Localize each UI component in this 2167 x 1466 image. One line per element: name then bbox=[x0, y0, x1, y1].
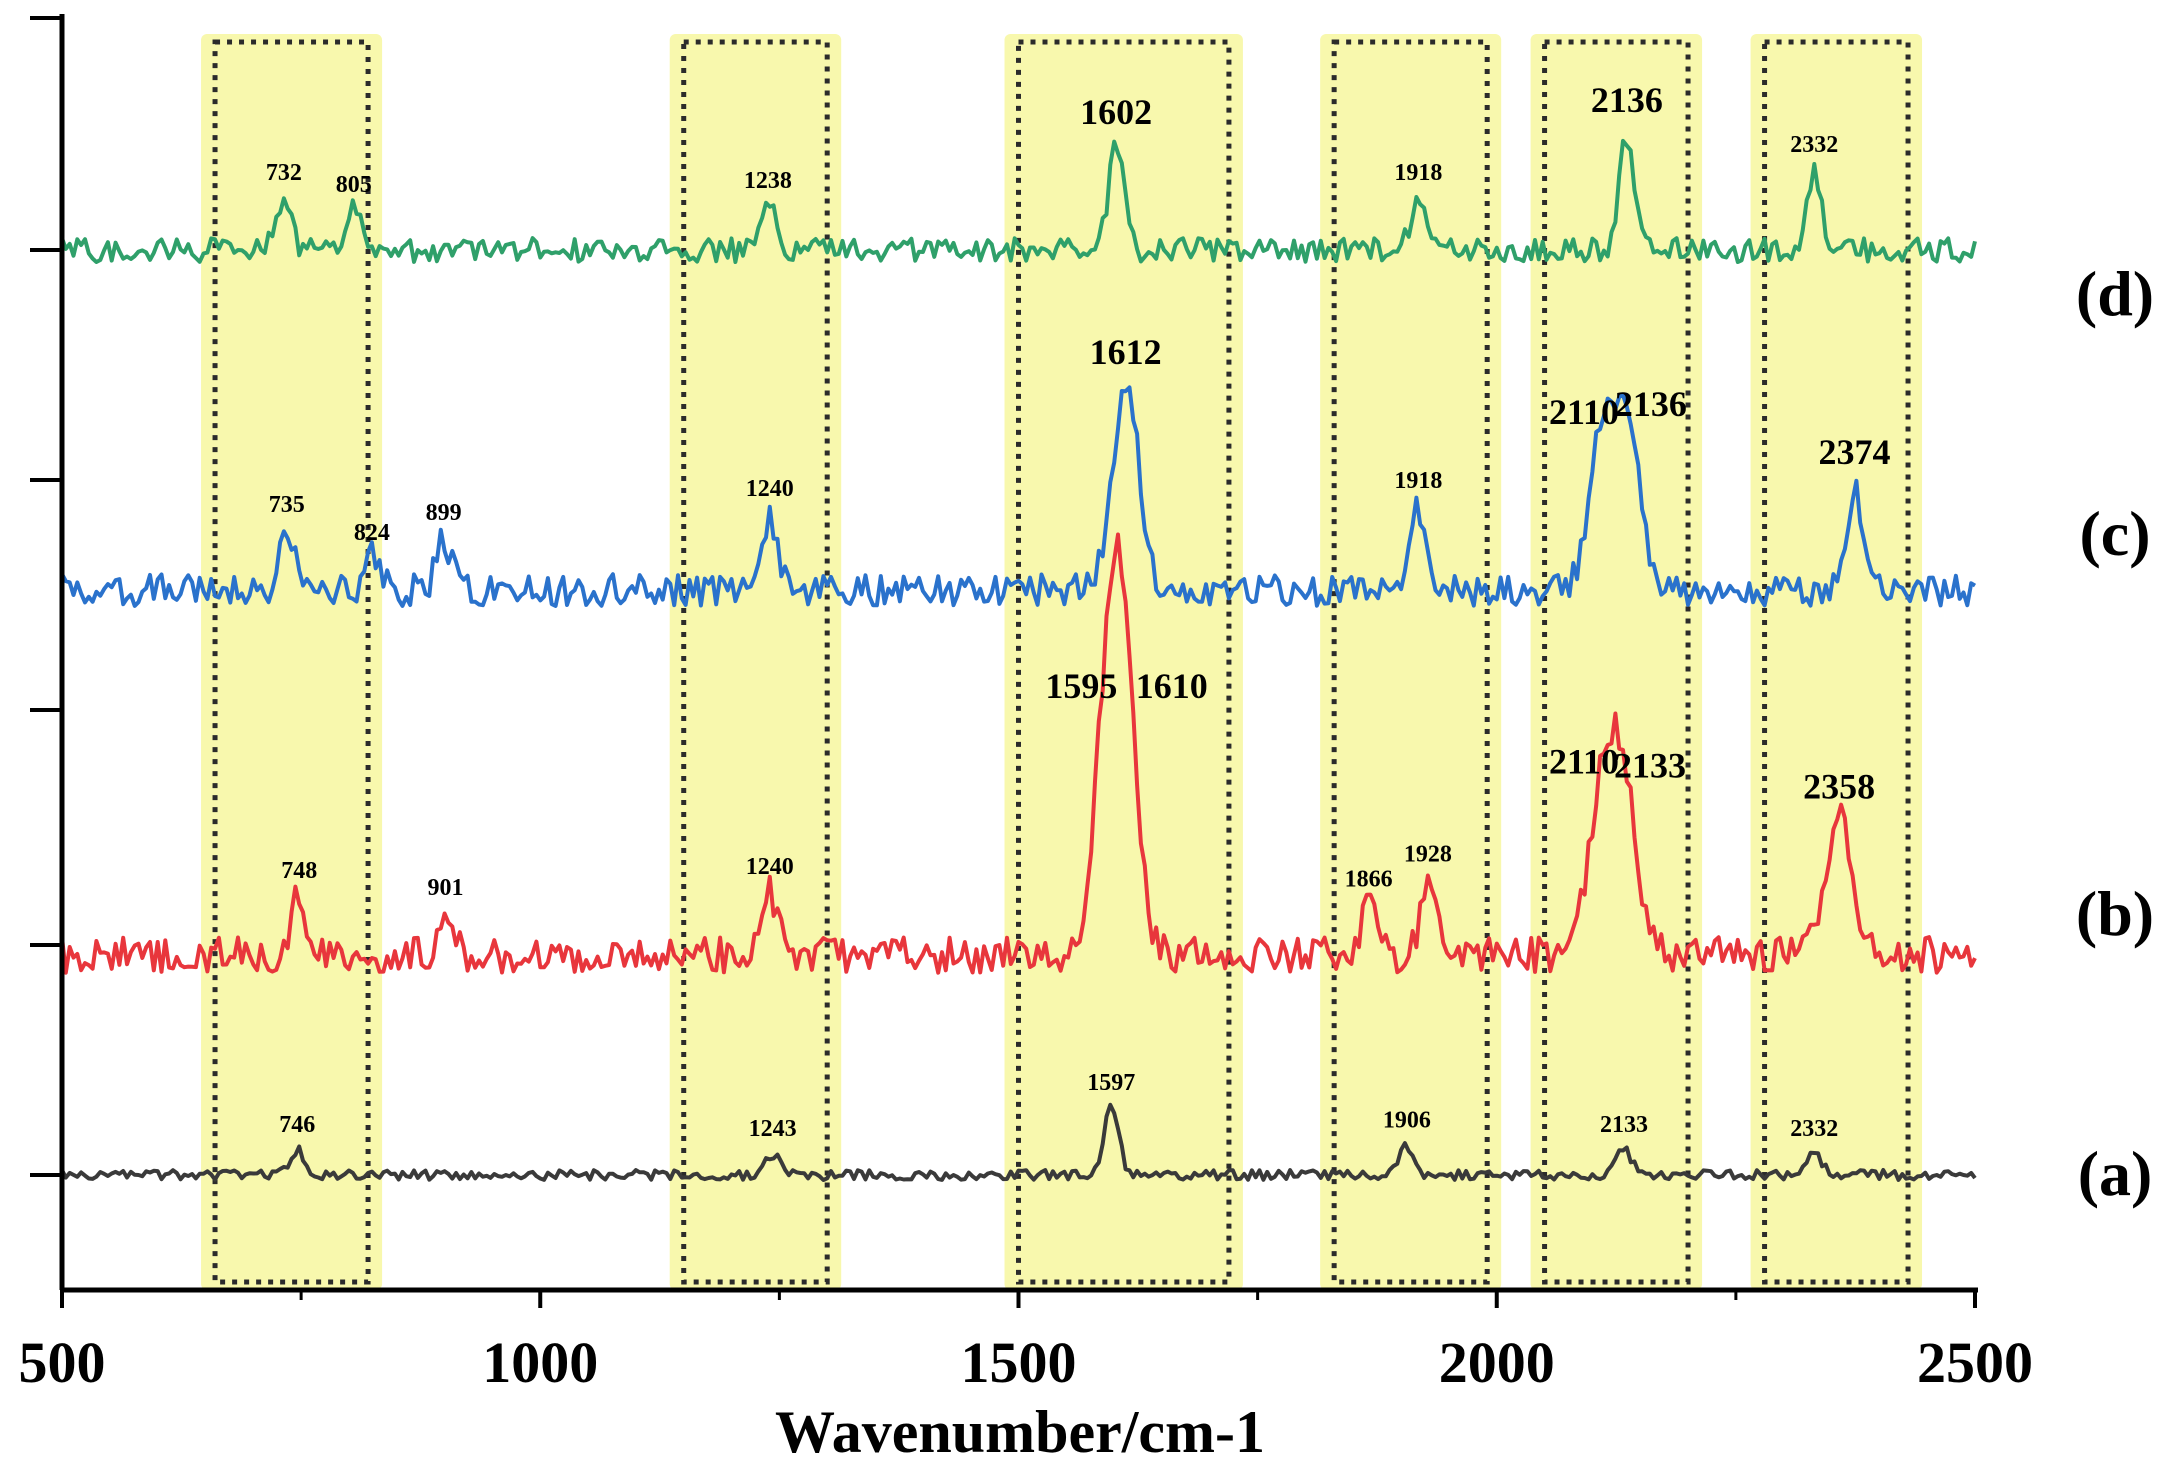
peak-label: 1866 bbox=[1345, 867, 1393, 893]
spectrum-line bbox=[60, 532, 1977, 975]
peak-label: 735 bbox=[269, 492, 305, 518]
peak-label: 1918 bbox=[1394, 468, 1442, 494]
series-label: (a) bbox=[2078, 1138, 2153, 1209]
band-fill bbox=[1004, 34, 1243, 1290]
highlight-band bbox=[1530, 34, 1703, 1290]
highlight-bands bbox=[201, 34, 1923, 1290]
peak-label: 2332 bbox=[1790, 1116, 1838, 1142]
x-tick-label: 1500 bbox=[961, 1330, 1077, 1395]
x-axis-title: Wavenumber/cm-1 bbox=[775, 1399, 1265, 1465]
peak-label: 1918 bbox=[1394, 160, 1442, 186]
peak-label: 1610 bbox=[1136, 666, 1208, 706]
peak-label: 824 bbox=[354, 520, 390, 546]
band-dotted-border bbox=[1331, 39, 1490, 1285]
spectrum-line bbox=[60, 385, 1977, 608]
peak-label: 2332 bbox=[1790, 132, 1838, 158]
spectrum-line bbox=[60, 1102, 1977, 1182]
peak-label: 1243 bbox=[749, 1116, 797, 1142]
x-ticks: 500 1000 1500 2000 2500 bbox=[19, 1290, 2033, 1395]
peak-label: 2110 bbox=[1549, 392, 1619, 432]
spectra-lines bbox=[60, 138, 1977, 1182]
x-tick-label: 2000 bbox=[1439, 1330, 1555, 1395]
peak-label: 1612 bbox=[1090, 332, 1162, 372]
peak-label: 899 bbox=[426, 500, 462, 526]
highlight-band bbox=[669, 34, 842, 1290]
peak-label: 732 bbox=[266, 160, 302, 186]
series-labels: (a) (b) (c) (d) bbox=[2076, 258, 2154, 1209]
peak-label: 2374 bbox=[1818, 432, 1890, 472]
highlight-band bbox=[1750, 34, 1923, 1290]
band-dotted-border bbox=[1542, 39, 1691, 1285]
peak-label: 748 bbox=[281, 858, 317, 884]
band-fill bbox=[201, 34, 383, 1290]
spectrum-line bbox=[60, 138, 1977, 264]
series-label: (b) bbox=[2076, 878, 2154, 949]
series-label: (d) bbox=[2076, 258, 2154, 329]
peak-label: 2133 bbox=[1600, 1112, 1648, 1138]
x-tick-label: 500 bbox=[19, 1330, 106, 1395]
band-dotted-border bbox=[1016, 39, 1232, 1285]
highlight-band bbox=[1320, 34, 1502, 1290]
band-fill bbox=[1530, 34, 1703, 1290]
band-fill bbox=[1320, 34, 1502, 1290]
peak-label: 1595 bbox=[1045, 666, 1117, 706]
highlight-band bbox=[1004, 34, 1243, 1290]
x-tick-label: 2500 bbox=[1917, 1330, 2033, 1395]
band-dotted-border bbox=[1762, 39, 1911, 1285]
highlight-band bbox=[201, 34, 383, 1290]
peak-annotations: 746 1243 1597 1906 2133 2332 748 901 1240 1595 161… bbox=[266, 80, 1891, 1142]
band-dotted-border bbox=[212, 39, 371, 1285]
peak-label: 1240 bbox=[746, 854, 794, 880]
peak-label: 1597 bbox=[1087, 1070, 1135, 1096]
peak-label: 2110 bbox=[1549, 741, 1619, 781]
series-label: (c) bbox=[2079, 498, 2150, 569]
band-fill bbox=[1750, 34, 1923, 1290]
x-tick-label: 1000 bbox=[482, 1330, 598, 1395]
peak-label: 1238 bbox=[744, 168, 792, 194]
peak-label: 2136 bbox=[1615, 384, 1687, 424]
band-dotted-border bbox=[681, 39, 830, 1285]
peak-label: 1240 bbox=[746, 476, 794, 502]
y-ticks bbox=[30, 16, 62, 1177]
peak-label: 1928 bbox=[1404, 841, 1452, 867]
peak-label: 2358 bbox=[1803, 767, 1875, 807]
peak-label: 1602 bbox=[1080, 92, 1152, 132]
band-fill bbox=[669, 34, 842, 1290]
peak-label: 746 bbox=[279, 1112, 315, 1138]
peak-label: 901 bbox=[428, 875, 464, 901]
peak-label: 2136 bbox=[1591, 80, 1663, 120]
peak-label: 1906 bbox=[1383, 1108, 1431, 1134]
peak-label: 2133 bbox=[1614, 746, 1686, 786]
peak-label: 805 bbox=[336, 172, 372, 198]
